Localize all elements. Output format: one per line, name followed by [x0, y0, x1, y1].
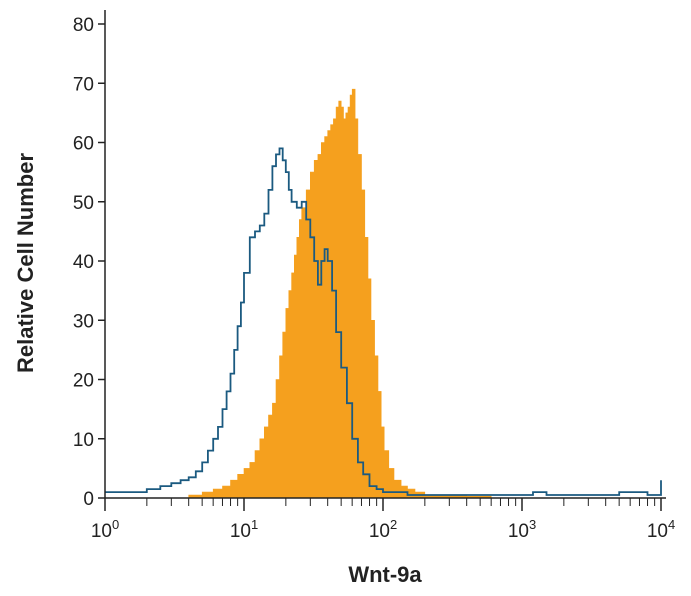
y-tick-label: 50 — [73, 193, 94, 214]
y-tick-label: 20 — [73, 371, 94, 392]
y-tick-label: 60 — [73, 134, 94, 155]
y-tick-label: 30 — [73, 311, 94, 332]
series-1-outline-histogram — [105, 147, 662, 496]
y-tick-label: 10 — [73, 430, 94, 451]
series-layer — [105, 88, 662, 499]
x-tick-label: 101 — [230, 517, 258, 542]
x-axis-title: Wnt-9a — [348, 562, 422, 587]
x-tick-label: 100 — [91, 517, 119, 542]
x-tick-label: 104 — [647, 517, 675, 542]
y-tick-label: 70 — [73, 74, 94, 95]
x-tick-label: 102 — [369, 517, 397, 542]
axes-layer — [104, 10, 666, 499]
y-tick-label: 0 — [83, 489, 94, 510]
y-tick-label: 40 — [73, 252, 94, 273]
y-axis-title: Relative Cell Number — [13, 153, 38, 374]
y-tick-label: 80 — [73, 15, 94, 36]
tick-layer: 0 10 20 30 40 50 60 70 80 100 101 102 103 104 — [73, 15, 675, 542]
series-0-filled-histogram — [105, 88, 661, 499]
x-tick-label: 103 — [508, 517, 536, 542]
